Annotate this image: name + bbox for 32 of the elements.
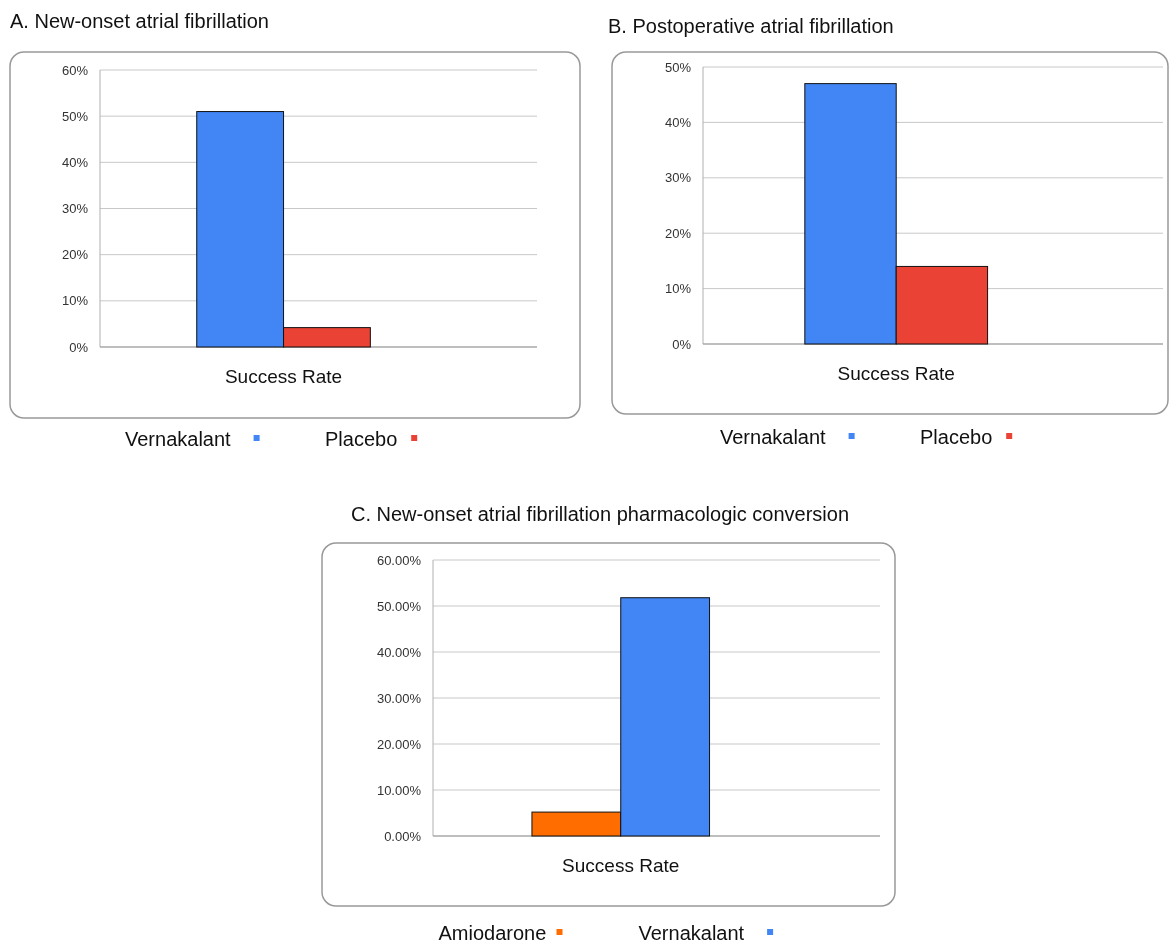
legend-label: Vernakalant: [720, 426, 827, 448]
y-tick-label: 30%: [61, 201, 89, 217]
y-tick-label: 40%: [664, 114, 692, 130]
y-tick-label: 60%: [61, 62, 89, 78]
chart-title: A. New-onset atrial fibrillation: [10, 10, 269, 32]
y-tick-label: 0%: [672, 336, 692, 352]
chart-title: B. Postoperative atrial fibrillation: [608, 15, 894, 37]
y-tick-label: 10%: [664, 281, 692, 297]
y-tick-label: 30%: [664, 170, 692, 186]
y-tick-label: 10.00%: [376, 782, 422, 798]
legend-label: Amiodarone: [438, 922, 547, 944]
x-tick-label: Success Rate: [837, 363, 955, 384]
y-tick-label: 0.00%: [384, 828, 422, 844]
y-tick-label: 40.00%: [376, 644, 422, 660]
y-tick-label: 20.00%: [376, 736, 422, 752]
y-tick-label: 50.00%: [376, 598, 422, 614]
y-tick-label: 50%: [61, 108, 89, 124]
y-tick-label: 20%: [664, 225, 692, 241]
y-tick-label: 20%: [61, 247, 89, 263]
y-tick-label: 30.00%: [376, 690, 422, 706]
y-tick-label: 40%: [61, 154, 89, 170]
y-tick-label: 10%: [61, 293, 89, 309]
y-tick-label: 60.00%: [376, 552, 422, 568]
x-tick-label: Success Rate: [224, 366, 343, 387]
chart-title: C. New-onset atrial fibrillation pharmacologic conversion: [351, 503, 849, 525]
y-tick-label: 50%: [664, 59, 692, 75]
legend-label: Placebo: [325, 428, 398, 450]
x-tick-label: Success Rate: [562, 855, 680, 876]
legend-label: Vernakalant: [125, 428, 232, 450]
y-tick-label: 0%: [69, 339, 89, 355]
legend-label: Placebo: [920, 426, 993, 448]
legend-label: Vernakalant: [638, 922, 745, 944]
